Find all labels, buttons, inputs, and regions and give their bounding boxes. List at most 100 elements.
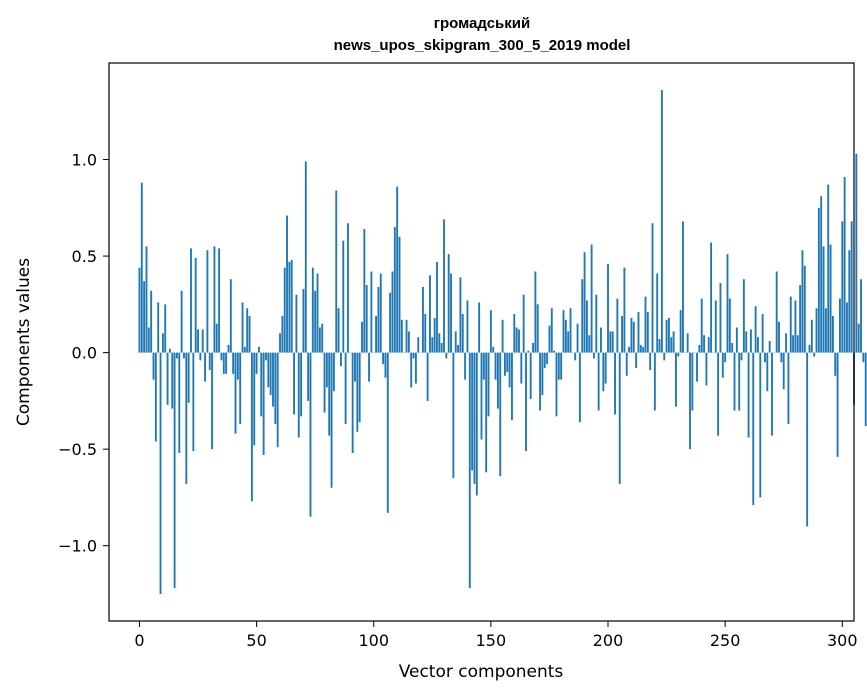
bar xyxy=(503,352,506,376)
bar xyxy=(302,288,305,353)
y-tick-label: −0.5 xyxy=(58,440,97,459)
bar xyxy=(166,352,169,405)
bar xyxy=(384,352,387,378)
bar xyxy=(511,352,513,421)
bar xyxy=(279,333,281,353)
bar xyxy=(618,352,621,484)
bar xyxy=(459,277,462,353)
bar xyxy=(272,352,274,407)
bar xyxy=(386,352,389,513)
bar xyxy=(691,352,694,411)
y-tick-label: 1.0 xyxy=(72,151,97,170)
bar xyxy=(667,317,670,353)
bar xyxy=(810,319,813,353)
bar xyxy=(140,182,143,353)
bar xyxy=(768,341,771,353)
bar xyxy=(431,337,434,353)
bar xyxy=(440,342,443,353)
x-tick-label: 50 xyxy=(246,631,266,650)
bar xyxy=(190,248,192,353)
bar xyxy=(410,352,413,388)
bar xyxy=(792,335,795,353)
bar xyxy=(560,352,563,380)
bar xyxy=(475,352,478,496)
bar xyxy=(473,352,476,484)
bar xyxy=(274,352,277,425)
bar xyxy=(578,352,581,423)
bar xyxy=(447,254,450,353)
bar xyxy=(400,319,403,353)
bar xyxy=(588,335,591,353)
bar xyxy=(539,352,541,411)
bar xyxy=(314,290,317,353)
bar xyxy=(164,304,167,353)
bar xyxy=(145,246,148,353)
bar xyxy=(321,323,324,353)
bar xyxy=(515,327,518,353)
bar xyxy=(686,333,689,353)
bar xyxy=(848,250,851,353)
bar xyxy=(267,352,270,388)
bar xyxy=(487,352,490,417)
bar xyxy=(745,331,748,353)
bar xyxy=(839,298,841,353)
bar xyxy=(639,344,642,353)
bar xyxy=(646,312,649,353)
bar xyxy=(173,352,176,589)
bar xyxy=(775,271,778,353)
bar xyxy=(159,352,162,594)
bar xyxy=(717,352,720,436)
bar xyxy=(222,352,225,374)
bar xyxy=(243,346,246,353)
bar xyxy=(628,346,631,353)
bar xyxy=(834,352,837,376)
bar xyxy=(829,244,832,353)
bar xyxy=(843,176,846,353)
bar xyxy=(672,331,675,353)
y-tick-label: 0.5 xyxy=(72,247,97,266)
bar xyxy=(698,344,701,353)
bar xyxy=(761,314,764,353)
bar xyxy=(253,352,256,446)
x-tick-label: 200 xyxy=(593,631,624,650)
bar xyxy=(370,271,373,353)
bar xyxy=(623,267,626,353)
bar xyxy=(846,302,848,353)
bar xyxy=(225,352,228,374)
bar xyxy=(398,236,401,353)
bar xyxy=(789,296,792,353)
bar xyxy=(637,312,640,353)
bar xyxy=(426,352,429,401)
bar xyxy=(204,352,206,382)
bar xyxy=(485,352,488,473)
plot-frame xyxy=(108,62,855,622)
bar xyxy=(468,352,471,589)
bar xyxy=(494,352,497,380)
bar xyxy=(555,352,558,417)
bar xyxy=(452,352,455,479)
bar xyxy=(557,352,560,380)
bar xyxy=(311,267,314,353)
bar xyxy=(604,352,607,384)
bar xyxy=(749,329,752,353)
bar xyxy=(248,315,251,353)
bar xyxy=(325,352,328,388)
bar xyxy=(731,342,734,353)
bar xyxy=(787,352,790,425)
bar xyxy=(323,352,326,413)
bar xyxy=(421,286,424,353)
bar xyxy=(527,350,530,353)
bar xyxy=(778,321,780,353)
bar xyxy=(541,352,544,396)
bar xyxy=(246,308,249,353)
bar xyxy=(513,314,516,353)
bar xyxy=(269,352,272,396)
bar xyxy=(724,352,727,363)
bar xyxy=(621,315,623,353)
bar xyxy=(649,352,652,370)
bar xyxy=(361,321,363,353)
bar xyxy=(700,298,703,353)
bar xyxy=(590,244,593,353)
bar xyxy=(656,273,659,353)
bar xyxy=(194,258,197,353)
